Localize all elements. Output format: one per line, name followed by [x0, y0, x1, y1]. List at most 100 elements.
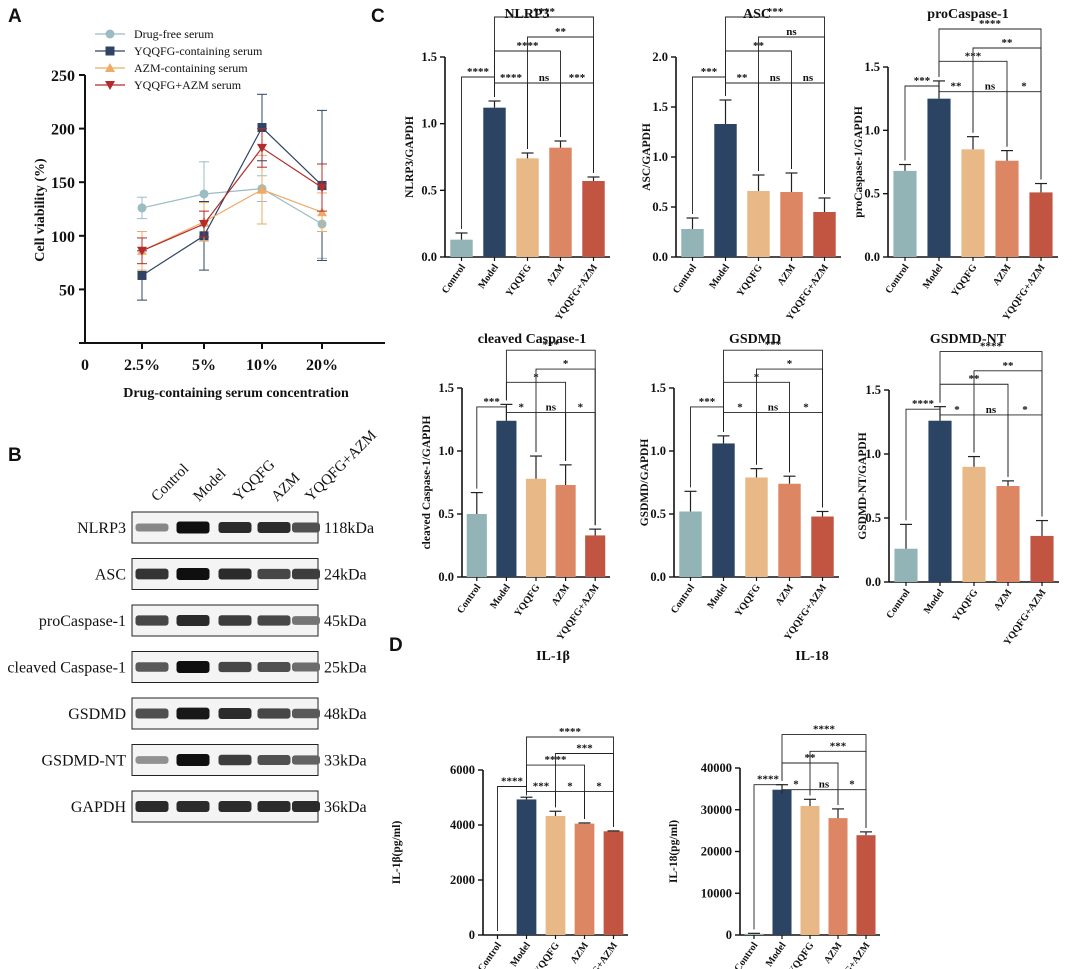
- y-tick-label: 2.0: [652, 50, 668, 64]
- chart-title: NLRP3: [504, 7, 549, 22]
- bracket-label: ns: [985, 81, 996, 93]
- blot-band: [176, 568, 210, 580]
- bracket-label: *: [737, 402, 743, 414]
- significance-bracket: ***: [725, 6, 825, 194]
- bar-chart-cleaved-caspase1: cleaved Caspase-1 cleaved Caspase-1/GAPDH…: [421, 332, 610, 643]
- significance-bracket: *: [584, 780, 614, 827]
- bracket-line: [527, 82, 561, 149]
- bracket-label: *: [567, 780, 573, 792]
- bracket-line: [535, 412, 567, 461]
- significance-bracket: ***: [904, 75, 940, 161]
- bracket-label: *: [793, 779, 799, 791]
- blot-band: [257, 800, 291, 813]
- data-point: [137, 203, 147, 213]
- bar-model: [927, 98, 951, 258]
- bar-model: [516, 799, 537, 935]
- y-tick-label: 0.5: [438, 507, 454, 521]
- size-label: 118kDa: [324, 520, 374, 537]
- chart-title: GSDMD-NT: [930, 332, 1007, 347]
- blot-band: [176, 661, 210, 673]
- x-axis-title: Drug-containing serum concentration: [123, 386, 349, 401]
- y-tick-label: 250: [51, 68, 75, 85]
- bracket-label: ****: [813, 724, 836, 736]
- y-tick-label: 2000: [450, 873, 475, 887]
- x-tick-label: Model: [764, 940, 789, 969]
- bracket-label: *: [596, 780, 602, 792]
- y-tick-label: 0.0: [421, 250, 437, 264]
- x-tick-label: AZM: [774, 582, 797, 608]
- blot-row-nlrp3: NLRP3 118kDa: [77, 511, 374, 544]
- lane-label: Model: [191, 466, 230, 505]
- data-point: [317, 183, 327, 193]
- x-tick-label: YQQFG: [735, 262, 765, 299]
- y-tick-label: 50: [59, 282, 75, 299]
- x-tick-label: Control: [440, 262, 468, 296]
- data-point: [199, 189, 209, 199]
- blot-row-gsdmd: GSDMD 48kDa: [68, 697, 367, 730]
- y-tick-label: 40000: [701, 761, 732, 775]
- x-tick-label: Model: [508, 940, 533, 969]
- bracket-line: [555, 791, 585, 819]
- bracket-label: ***: [699, 396, 716, 408]
- blot-row-cleaved-caspase-1: cleaved Caspase-1 25kDa: [7, 651, 367, 683]
- y-tick-label: 0.0: [864, 250, 880, 264]
- x-tick-label: Model: [921, 262, 946, 291]
- y-tick-label: 0.0: [865, 575, 881, 589]
- bracket-line: [723, 349, 823, 508]
- bar-azm: [778, 483, 801, 577]
- protein-label: ASC: [95, 567, 126, 584]
- bar-model: [928, 420, 952, 582]
- y-tick-label: 0.5: [652, 200, 668, 214]
- blot-band: [218, 661, 252, 673]
- x-tick-label: 5%: [192, 357, 216, 374]
- bracket-line: [505, 349, 596, 526]
- significance-bracket: ****: [781, 724, 867, 828]
- size-label: 25kDa: [324, 660, 367, 677]
- bar-control: [893, 170, 917, 257]
- blot-band: [257, 755, 291, 765]
- lane-label: AZM: [269, 470, 304, 505]
- bracket-label: *: [803, 402, 809, 414]
- blot-band: [135, 800, 169, 813]
- bar-yqqfg: [516, 158, 539, 257]
- bracket-label: ns: [819, 779, 830, 791]
- y-axis-title: proCaspase-1/GAPDH: [853, 106, 865, 218]
- significance-bracket: ***: [505, 339, 596, 526]
- x-tick-label: AZM: [550, 582, 573, 608]
- bar-azm: [995, 160, 1019, 257]
- bracket-label: ns: [546, 402, 557, 414]
- blot-band: [292, 522, 320, 533]
- x-tick-label: Model: [705, 582, 730, 611]
- blot-band: [135, 523, 169, 532]
- significance-bracket: ****: [753, 774, 783, 930]
- x-tick-label: Control: [732, 940, 760, 969]
- bar-azm: [996, 486, 1020, 582]
- blot-band: [176, 707, 210, 720]
- bracket-label: *: [578, 402, 584, 414]
- x-tick-label: YQQFG: [504, 262, 534, 299]
- x-tick-label: AZM: [822, 940, 845, 966]
- bar-azm: [549, 147, 572, 257]
- bar-azm: [780, 192, 803, 257]
- y-tick-label: 1.0: [438, 444, 454, 458]
- bar-yqqfg-azm: [585, 535, 606, 577]
- bracket-line: [756, 412, 790, 473]
- bracket-label: ***: [483, 396, 500, 408]
- bar-yqqfg: [961, 149, 985, 257]
- significance-bracket: ns: [758, 72, 792, 171]
- data-point: [137, 246, 147, 256]
- bracket-line: [526, 736, 614, 827]
- blot-band: [176, 800, 210, 813]
- y-tick-label: 1.0: [865, 447, 881, 461]
- y-tick-label: 0.5: [650, 507, 666, 521]
- chart-title: ASC: [743, 7, 771, 22]
- bar-chart-il1b: IL-1β IL-1β(pg/ml) 0 2000 4000 6000 Control Mod…: [391, 649, 628, 969]
- data-point: [137, 270, 147, 280]
- bar-control: [894, 548, 918, 582]
- blot-band: [257, 521, 291, 534]
- bracket-label: ****: [980, 341, 1003, 353]
- significance-bracket: ****: [905, 398, 941, 521]
- bar-chart-procaspase1: proCaspase-1 proCaspase-1/GAPDH 0.0 0.5 1.0 1…: [853, 7, 1058, 323]
- bar-azm: [555, 485, 576, 577]
